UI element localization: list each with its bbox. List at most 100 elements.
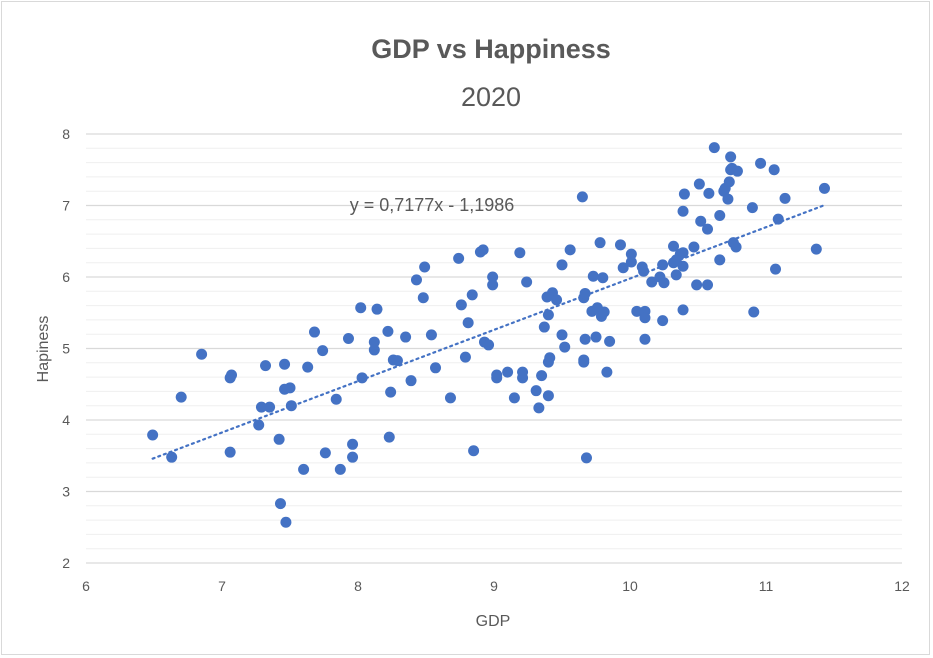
data-point	[594, 237, 606, 249]
data-point	[382, 325, 394, 337]
data-point	[425, 329, 437, 341]
y-tick-label: 5	[62, 341, 70, 357]
data-point	[196, 348, 208, 360]
data-point	[748, 306, 760, 318]
data-point	[508, 392, 520, 404]
data-point	[487, 279, 499, 291]
data-point	[308, 326, 320, 338]
data-point	[658, 277, 670, 289]
data-point	[302, 361, 314, 373]
data-point	[536, 370, 548, 382]
data-point	[410, 274, 422, 286]
data-point	[693, 178, 705, 190]
data-point	[768, 164, 780, 176]
y-tick-label: 4	[62, 412, 70, 428]
data-point	[298, 463, 310, 475]
data-point	[430, 362, 442, 374]
trendline-group	[151, 204, 826, 460]
data-point	[564, 244, 576, 256]
data-point	[342, 332, 354, 344]
data-point	[670, 269, 682, 281]
data-point	[466, 289, 478, 301]
data-point	[779, 192, 791, 204]
data-point	[385, 386, 397, 398]
data-point	[677, 205, 689, 217]
data-point	[517, 366, 529, 378]
data-point	[714, 210, 726, 222]
data-point	[677, 260, 689, 272]
data-point	[639, 333, 651, 345]
data-point	[746, 202, 758, 214]
data-point	[625, 256, 637, 268]
data-point	[725, 151, 737, 163]
trendline-equation: y = 0,7177x - 1,1986	[350, 195, 515, 215]
data-point	[330, 393, 342, 405]
x-axis-label: GDP	[476, 613, 511, 630]
data-point	[722, 193, 734, 205]
data-point	[253, 419, 265, 431]
data-point	[355, 302, 367, 314]
y-axis-label: Hapiness	[35, 316, 52, 383]
data-point	[723, 176, 735, 188]
data-point	[147, 429, 159, 441]
data-point	[226, 369, 238, 381]
data-point	[617, 262, 629, 274]
data-point	[631, 305, 643, 317]
data-point	[542, 356, 554, 368]
data-point	[347, 451, 359, 463]
chart-title: GDP vs Happiness	[371, 34, 611, 64]
y-tick-label: 3	[62, 484, 70, 500]
gridlines	[86, 133, 902, 564]
data-point	[419, 261, 431, 273]
data-point	[319, 447, 331, 459]
data-point	[444, 392, 456, 404]
data-point	[579, 333, 591, 345]
data-point	[551, 294, 563, 306]
data-point	[810, 243, 822, 255]
x-tick-label: 8	[354, 578, 362, 594]
data-point	[455, 299, 467, 311]
data-point	[691, 279, 703, 291]
data-point	[453, 252, 465, 264]
x-tick-label: 12	[894, 578, 910, 594]
data-point	[688, 241, 700, 253]
data-point	[708, 142, 720, 154]
data-point	[601, 366, 613, 378]
data-point	[279, 358, 291, 370]
data-point	[356, 372, 368, 384]
data-point	[347, 438, 359, 450]
data-point	[284, 382, 296, 394]
data-point	[273, 433, 285, 445]
y-tick-label: 6	[62, 269, 70, 285]
data-point	[597, 272, 609, 284]
y-tick-label: 2	[62, 555, 70, 571]
data-point	[542, 309, 554, 321]
data-point	[533, 402, 545, 414]
data-point	[559, 341, 571, 353]
data-point	[491, 372, 503, 384]
y-tick-label: 7	[62, 198, 70, 214]
data-point	[677, 304, 689, 316]
data-point	[274, 498, 286, 510]
data-point	[166, 451, 178, 463]
data-point	[477, 244, 489, 256]
data-point	[371, 303, 383, 315]
data-point	[730, 241, 742, 253]
data-point	[391, 355, 403, 367]
data-points	[147, 142, 830, 528]
data-point	[255, 401, 267, 413]
data-point	[587, 270, 599, 282]
data-point	[459, 351, 471, 363]
data-point	[400, 331, 412, 343]
trendline	[151, 204, 826, 460]
data-point	[702, 279, 714, 291]
data-point	[368, 344, 380, 356]
data-point	[714, 254, 726, 266]
x-tick-label: 6	[82, 578, 90, 594]
data-point	[468, 445, 480, 457]
data-point	[556, 259, 568, 271]
data-point	[668, 240, 680, 252]
data-point	[530, 385, 542, 397]
data-point	[703, 187, 715, 199]
